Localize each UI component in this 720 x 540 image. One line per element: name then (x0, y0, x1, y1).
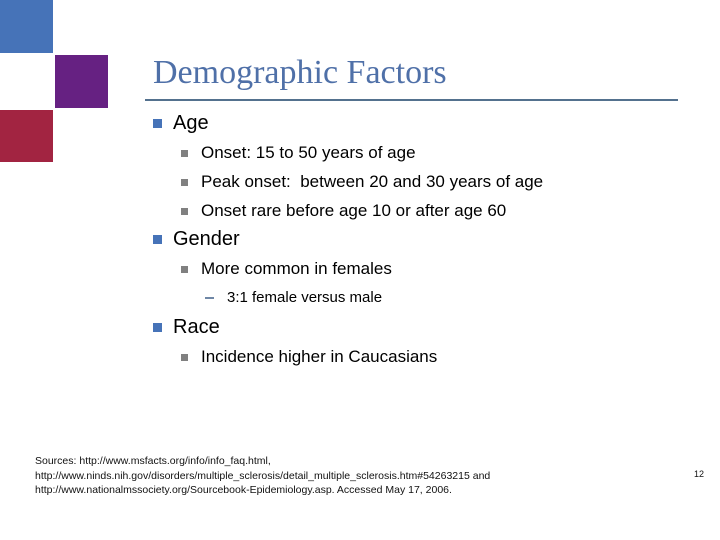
list-item-level2: More common in females (181, 258, 710, 280)
title-underline (145, 99, 678, 101)
list-item-level2: Incidence higher in Caucasians (181, 346, 710, 368)
bullet-square-icon (153, 118, 162, 128)
list-item-level1: Race (153, 314, 710, 340)
content-list: Age Onset: 15 to 50 years of age Peak on… (145, 110, 710, 375)
list-item-level2: Onset: 15 to 50 years of age (181, 142, 710, 164)
bullet-square-icon (181, 178, 188, 186)
list-item-level1: Age (153, 110, 710, 136)
list-item-text: Incidence higher in Caucasians (201, 347, 438, 366)
list-item-level2: Peak onset: between 20 and 30 years of a… (181, 171, 710, 193)
bullet-square-icon (181, 353, 188, 361)
bullet-square-icon (181, 149, 188, 157)
list-item-text: More common in females (201, 259, 392, 278)
bullet-square-icon (153, 322, 162, 332)
bullet-square-icon (181, 207, 188, 215)
list-item-level3: 3:1 female versus male (205, 288, 710, 308)
list-item-text: Age (173, 112, 209, 134)
footer-line-1: Sources: http://www.msfacts.org/info/inf… (35, 455, 491, 482)
list-item-text: 3:1 female versus male (227, 289, 383, 306)
decor-square-red (0, 110, 53, 162)
decor-square-blue (0, 0, 53, 53)
list-item-text: Gender (173, 228, 240, 250)
footer-line-2: http://www.nationalmssociety.org/Sourceb… (35, 484, 452, 496)
list-item-level2: Onset rare before age 10 or after age 60 (181, 200, 710, 222)
dash-icon (205, 297, 214, 299)
page-number: 12 (693, 469, 704, 479)
footer-sources: Sources: http://www.msfacts.org/info/inf… (35, 454, 695, 498)
list-item-text: Onset rare before age 10 or after age 60 (201, 201, 507, 220)
list-item-level1: Gender (153, 226, 710, 252)
bullet-square-icon (181, 265, 188, 273)
list-item-text: Race (173, 316, 220, 338)
bullet-square-icon (153, 234, 162, 244)
list-item-text: Peak onset: between 20 and 30 years of a… (201, 172, 544, 191)
list-item-text: Onset: 15 to 50 years of age (201, 143, 416, 162)
decor-square-purple (55, 55, 108, 108)
slide-title: Demographic Factors (153, 54, 447, 91)
